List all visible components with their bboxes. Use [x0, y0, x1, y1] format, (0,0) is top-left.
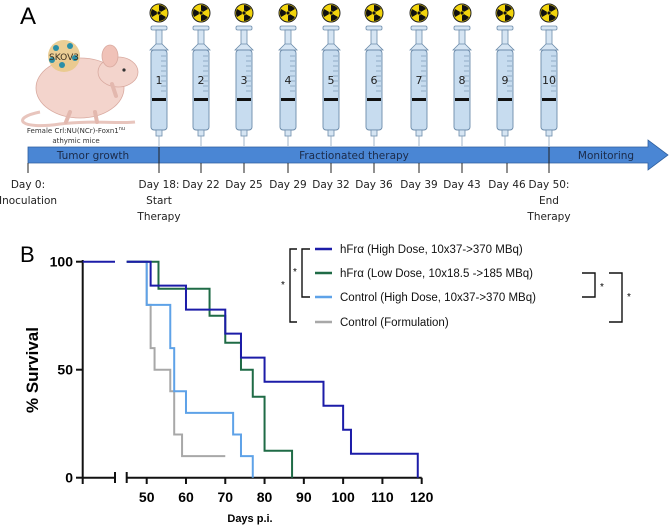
injection-number: 9: [502, 74, 509, 87]
radiation-icon: [539, 3, 559, 23]
x-tick-label: 110: [371, 489, 394, 505]
injection-number: 3: [241, 74, 248, 87]
panel-b-label: B: [20, 242, 35, 267]
syringe: 2: [191, 3, 211, 146]
timepoint-label: Day 46: [488, 179, 526, 191]
timepoint-labels: Day 0: Inoculation Day 18: Start Therapy Day …: [0, 163, 571, 223]
radiation-icon: [495, 3, 515, 23]
x-tick-label: 90: [296, 489, 312, 505]
injection-number: 10: [542, 74, 556, 87]
syringe: 7: [409, 3, 429, 146]
timeline-arrow: Tumor growth Fractionated therapy Monito…: [27, 139, 669, 171]
syringe: 8: [452, 3, 472, 146]
x-tick-label: 60: [178, 489, 194, 505]
x-tick-label: 120: [410, 489, 434, 505]
radiation-icon: [452, 3, 472, 23]
injection-number: 2: [198, 74, 205, 87]
timepoint-label: Day 36: [355, 179, 393, 191]
panel-a-label: A: [20, 3, 36, 30]
legend-entry: Control (High Dose, 10x37->370 MBq): [340, 292, 536, 304]
significance-asterisk: *: [627, 292, 631, 303]
timepoint-label: Day 43: [443, 179, 480, 191]
timepoint-label: Therapy: [526, 211, 570, 223]
x-tick-label: 80: [257, 489, 273, 505]
significance-asterisk: *: [293, 267, 297, 278]
significance-bracket: [609, 272, 623, 323]
chart-legend: hFrα (High Dose, 10x37->370 MBq) hFrα (Lo…: [281, 244, 631, 329]
radiation-icon: [234, 3, 254, 23]
timepoint-label: Day 39: [400, 179, 437, 191]
mouse-tail: [21, 110, 136, 128]
y-tick-label: 50: [57, 362, 73, 378]
survival-chart: 0 50 100 50 60 70 80 90 100 110 120 Days p.i. % Surv…: [23, 254, 434, 525]
timepoint-label: Day 32: [312, 179, 349, 191]
radiation-icon: [409, 3, 429, 23]
injection-number: 6: [371, 74, 378, 87]
significance-bracket: [301, 248, 310, 298]
syringe: 5: [321, 3, 341, 146]
timepoint-label: Day 29: [269, 179, 306, 191]
syringe: 10: [539, 3, 559, 146]
timepoint-label: Day 22: [182, 179, 219, 191]
mouse-legs: [64, 82, 118, 124]
legend-entry: hFrα (High Dose, 10x37->370 MBq): [340, 244, 523, 256]
timepoint-label: Inoculation: [0, 195, 57, 207]
series-line-2: [126, 260, 254, 478]
radiation-icon: [278, 3, 298, 23]
timepoint-label: Therapy: [136, 211, 180, 223]
mouse-eye: [122, 68, 126, 72]
injection-number: 8: [459, 74, 466, 87]
significance-asterisk: *: [600, 282, 604, 293]
significance-asterisk: *: [281, 280, 285, 291]
phase-monitoring: Monitoring: [578, 150, 634, 162]
syringe: 4: [278, 3, 298, 146]
x-tick-label: 70: [217, 489, 233, 505]
radiation-icon: [149, 3, 169, 23]
timepoint-label: Day 0:: [11, 179, 45, 191]
mouse-caption-line2: athymic mice: [52, 137, 99, 145]
phase-tumor-growth: Tumor growth: [56, 150, 129, 162]
timeline-bar: [27, 139, 669, 171]
injection-number: 4: [285, 74, 292, 87]
injection-number: 7: [416, 74, 423, 87]
series-line-0: [126, 260, 419, 478]
x-tick-label: 50: [139, 489, 155, 505]
y-axis-label: % Survival: [23, 327, 42, 413]
radiation-icon: [321, 3, 341, 23]
injection-syringes: 1 2 3 4 5 6 7 8 9 10: [149, 3, 559, 146]
timepoint-label: Day 18:: [139, 179, 180, 191]
y-tick-label: 0: [65, 470, 73, 486]
syringe: 6: [364, 3, 384, 146]
timepoint-label: End: [539, 195, 559, 207]
y-tick-label: 100: [50, 254, 74, 270]
mouse-caption-line1: Female Crl:NU(NCr)-Foxn1nu: [27, 126, 125, 135]
mouse-ear: [101, 44, 119, 68]
tumor-label: SKOV3: [49, 53, 79, 63]
timepoint-label: Start: [146, 195, 172, 207]
legend-entry: Control (Formulation): [340, 317, 449, 329]
injection-number: 5: [328, 74, 335, 87]
radiation-icon: [191, 3, 211, 23]
timepoint-label: Day 50:: [529, 179, 570, 191]
syringe: 1: [149, 3, 169, 146]
series-line-1: [126, 260, 294, 478]
injection-number: 1: [156, 74, 163, 87]
syringe: 9: [495, 3, 515, 146]
x-axis-label: Days p.i.: [227, 513, 272, 525]
legend-entry: hFrα (Low Dose, 10x18.5 ->185 MBq): [340, 268, 533, 280]
syringe: 3: [234, 3, 254, 146]
significance-bracket: [289, 248, 297, 323]
x-tick-label: 100: [331, 489, 355, 505]
mouse-illustration: SKOV3 Female Crl:NU(NCr)-Foxn1nu athymic…: [21, 40, 139, 145]
tumor-cluster: SKOV3: [48, 40, 80, 72]
timepoint-label: Day 25: [225, 179, 262, 191]
significance-bracket: [582, 272, 596, 298]
phase-fractionated-therapy: Fractionated therapy: [299, 150, 409, 162]
radiation-icon: [364, 3, 384, 23]
